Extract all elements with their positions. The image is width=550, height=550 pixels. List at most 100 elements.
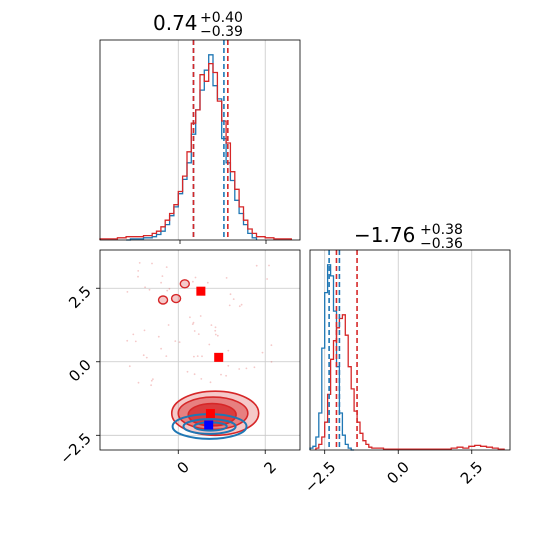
scatter-point xyxy=(189,316,191,319)
scatter-point xyxy=(210,324,213,326)
title-sup: +0.40 xyxy=(200,10,243,26)
scatter-point xyxy=(134,340,137,343)
scatter-point xyxy=(199,315,202,317)
scatter-point xyxy=(270,361,273,363)
scatter-point xyxy=(161,275,164,277)
scatter-points xyxy=(126,262,273,387)
scatter-point xyxy=(266,278,268,280)
scatter-point xyxy=(137,275,139,278)
scatter-point xyxy=(214,329,217,332)
scatter-point xyxy=(238,368,241,370)
red-marker xyxy=(196,286,206,296)
y-tick-label: −2.5 xyxy=(56,429,94,467)
y-tick-label: 2.5 xyxy=(65,282,95,312)
scatter-point xyxy=(165,266,168,268)
scatter-point xyxy=(193,330,196,332)
red-marker xyxy=(214,352,224,362)
scatter-point xyxy=(144,286,147,289)
scatter-point xyxy=(143,329,146,332)
histogram-step-blue xyxy=(309,264,355,451)
scatter-point xyxy=(194,276,197,279)
scatter-point xyxy=(245,367,248,370)
scatter-point xyxy=(160,281,163,284)
panel-title: −1.76 xyxy=(354,223,415,247)
scatter-point xyxy=(191,323,194,325)
scatter-point xyxy=(270,344,273,347)
scatter-point xyxy=(220,373,222,376)
histogram-step-red xyxy=(315,314,505,450)
scatter-point xyxy=(255,264,258,267)
scatter-point xyxy=(150,379,153,382)
scatter-point xyxy=(178,341,181,343)
scatter-point xyxy=(167,324,170,326)
scatter-point xyxy=(261,351,264,354)
x-tick-label: 0.0 xyxy=(383,458,413,488)
scatter-point xyxy=(148,288,151,291)
scatter-point xyxy=(157,335,160,338)
scatter-point xyxy=(152,378,154,380)
scatter-point xyxy=(232,298,235,300)
scatter-point xyxy=(186,370,189,373)
scatter-point xyxy=(174,340,177,342)
scatter-point xyxy=(228,304,231,307)
contour-panel: 0 2 −2.5 0.0 2.5 xyxy=(56,249,301,478)
scatter-point xyxy=(216,334,219,337)
scatter-point xyxy=(137,270,140,272)
x-tick-label: −2.5 xyxy=(301,458,339,496)
panel-title: 0.74 xyxy=(153,11,198,35)
scatter-point xyxy=(132,333,135,336)
scatter-point xyxy=(192,321,195,324)
scatter-point xyxy=(240,303,243,306)
title-sub: −0.36 xyxy=(420,236,463,252)
y-tick-label: 0.0 xyxy=(65,356,95,386)
histogram-panel-right: −2.5 0.0 2.5 −1.76 +0.38 −0.36 xyxy=(301,222,511,497)
red-contour-island xyxy=(170,293,182,304)
scatter-point xyxy=(126,291,129,293)
scatter-point xyxy=(225,374,228,377)
scatter-point xyxy=(209,381,212,384)
scatter-point xyxy=(151,262,153,265)
scatter-point xyxy=(208,343,211,346)
scatter-point xyxy=(227,349,230,352)
scatter-point xyxy=(193,373,196,376)
histogram-step-red xyxy=(99,62,292,240)
scatter-point xyxy=(138,262,141,264)
scatter-point xyxy=(227,364,230,367)
truth-markers xyxy=(196,286,224,430)
axes-frame xyxy=(99,39,301,241)
scatter-point xyxy=(137,381,140,384)
histogram-series xyxy=(309,264,505,451)
red-contour-island xyxy=(157,295,169,305)
x-tick-label: 2 xyxy=(260,458,279,477)
scatter-point xyxy=(150,384,153,387)
scatter-point xyxy=(197,333,200,335)
scatter-point xyxy=(193,355,195,358)
x-tick-label: 2.5 xyxy=(457,458,487,488)
scatter-point xyxy=(128,365,131,368)
scatter-point xyxy=(229,293,232,296)
axes-frame xyxy=(99,249,301,451)
axes-frame xyxy=(309,249,511,451)
scatter-point xyxy=(201,355,203,358)
scatter-point xyxy=(214,333,217,336)
blue-marker xyxy=(204,420,214,430)
scatter-point xyxy=(166,289,169,292)
title-sub: −0.39 xyxy=(200,24,243,40)
scatter-point xyxy=(206,281,209,284)
title-main: 0.74 xyxy=(153,11,198,35)
scatter-point xyxy=(168,287,171,290)
scatter-point xyxy=(145,356,148,359)
title-main: −1.76 xyxy=(354,223,415,247)
red-contour-island xyxy=(179,279,190,289)
scatter-point xyxy=(238,305,241,308)
scatter-point xyxy=(192,280,194,283)
x-tick-label: 0 xyxy=(174,458,193,477)
blue-contour-level xyxy=(182,418,237,435)
scatter-point xyxy=(253,366,256,369)
title-sup: +0.38 xyxy=(420,222,463,238)
scatter-point xyxy=(225,277,228,279)
scatter-point xyxy=(214,326,217,329)
quantile-lines xyxy=(192,40,229,240)
axis-ticks: −2.5 0.0 2.5 xyxy=(301,450,487,497)
